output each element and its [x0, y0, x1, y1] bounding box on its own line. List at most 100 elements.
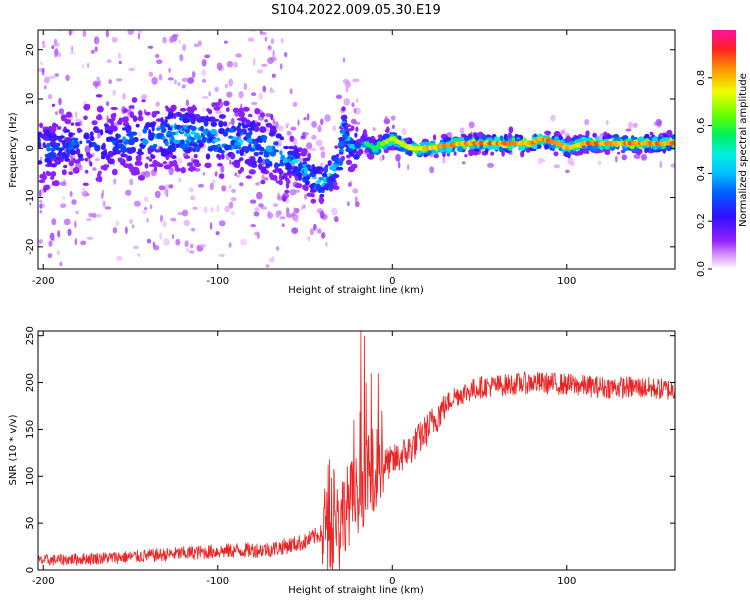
spectrogram-cell: [310, 198, 316, 204]
spectrogram-cell: [160, 117, 164, 124]
spectrogram-cell: [182, 117, 190, 124]
spectrogram-cell: [38, 179, 46, 183]
spectrogram-cell: [102, 200, 106, 208]
spectrogram-cell: [670, 163, 675, 168]
spectrogram-cell: [127, 30, 134, 35]
spectrogram-cell: [224, 40, 228, 44]
spectrogram-cell: [391, 124, 395, 129]
spectrogram-cell: [261, 174, 265, 182]
spectrogram-cell: [147, 45, 154, 49]
spectrogram-x-tick-label: 0: [389, 276, 395, 287]
spectrogram-cell: [582, 147, 588, 154]
spectrogram-cell: [347, 128, 353, 132]
spectrogram-cell: [596, 149, 604, 153]
spectrogram-cell: [137, 32, 141, 40]
spectrogram-cell: [315, 180, 322, 184]
spectrogram-cell: [84, 157, 88, 162]
spectrogram-cell: [239, 149, 244, 157]
spectrogram-cell: [75, 122, 81, 127]
spectrogram-cell: [212, 102, 220, 107]
spectrogram-cell: [91, 212, 97, 219]
spectrogram-cell: [379, 157, 383, 162]
spectrogram-cell: [287, 150, 294, 156]
spectrogram-cell: [75, 118, 82, 122]
spectrogram-cell: [292, 101, 298, 108]
spectrogram-cell: [131, 97, 138, 103]
spectrogram-cell: [262, 136, 267, 143]
spectrogram-cell: [303, 166, 308, 174]
spectrogram-cell: [44, 85, 47, 90]
spectrogram-cell: [191, 227, 196, 232]
spectrogram-cell: [231, 188, 236, 193]
spectrogram-cell: [168, 167, 174, 176]
spectrogram-cell: [135, 154, 142, 162]
spectrogram-cell: [95, 94, 103, 98]
spectrogram-cell: [59, 158, 64, 162]
spectrogram-cell: [526, 148, 531, 153]
spectrogram-cell: [47, 93, 53, 100]
spectrogram-cell: [636, 150, 642, 156]
spectrogram-cell: [39, 199, 43, 203]
spectrogram-cell: [358, 148, 364, 155]
spectrogram-cell: [179, 54, 184, 62]
spectrogram-x-tick-label: -200: [32, 276, 55, 287]
spectrogram-cell: [137, 253, 141, 257]
spectrogram-cell: [209, 182, 214, 191]
spectrogram-cell: [516, 136, 521, 141]
snr-y-tick-label: 200: [25, 373, 36, 392]
spectrogram-cell: [41, 44, 46, 48]
colorbar-tick-label: 0.6: [696, 118, 707, 134]
snr-y-tick-label: 150: [25, 420, 36, 439]
spectrogram-cell: [585, 130, 590, 137]
spectrogram-cell: [48, 240, 53, 247]
spectrogram-cell: [598, 160, 602, 166]
spectrogram-cell: [245, 175, 252, 179]
spectrogram-cell: [68, 30, 72, 36]
spectrogram-cell: [116, 139, 124, 144]
spectrogram-cell: [180, 167, 186, 174]
spectrogram-cell: [218, 173, 225, 179]
spectrogram-cell: [208, 136, 213, 143]
spectrogram-cell: [141, 94, 148, 100]
spectrogram-cell: [165, 106, 170, 112]
spectrogram-cell: [175, 157, 183, 165]
spectrogram-cell: [338, 137, 346, 141]
spectrogram-cell: [128, 105, 135, 109]
spectrogram-cell: [265, 264, 270, 268]
spectrogram-cell: [235, 53, 242, 58]
spectrogram-cell: [311, 193, 315, 198]
spectrogram-cell: [183, 132, 191, 137]
spectrogram-cell: [216, 62, 223, 71]
spectrogram-cell: [151, 76, 158, 85]
spectrogram-cell: [228, 135, 234, 139]
spectrogram-cell: [254, 207, 260, 212]
spectrogram-cell: [258, 203, 264, 208]
spectrogram-cell: [102, 142, 106, 149]
spectrogram-cell: [338, 148, 344, 153]
spectrogram-cell: [273, 203, 279, 208]
spectrogram-cell: [58, 135, 65, 139]
spectrogram-cell: [202, 78, 207, 83]
spectrogram-cell: [498, 146, 504, 153]
spectrogram-cell: [666, 129, 673, 137]
spectrogram-cell: [253, 141, 258, 146]
spectrogram-cell: [300, 151, 307, 157]
spectrogram-cell: [250, 102, 258, 105]
spectrogram-cell: [341, 106, 346, 112]
spectrogram-cell: [38, 189, 42, 198]
spectrogram-cell: [224, 205, 230, 213]
spectrogram-cell: [284, 51, 288, 58]
spectrogram-cell: [83, 115, 88, 121]
spectrogram-cell: [168, 67, 171, 73]
spectrogram-cell: [112, 137, 118, 141]
spectrogram-cell: [118, 52, 121, 59]
spectrogram-cell: [168, 184, 174, 189]
spectrogram-cell: [54, 73, 59, 77]
spectrogram-cell: [304, 180, 310, 186]
spectrogram-cell: [649, 131, 654, 136]
spectrogram-cell: [72, 158, 76, 163]
spectrogram-cell: [174, 139, 180, 145]
spectrogram-cell: [279, 136, 284, 141]
spectrogram-cell: [226, 127, 230, 132]
spectrogram-cell: [390, 115, 396, 121]
